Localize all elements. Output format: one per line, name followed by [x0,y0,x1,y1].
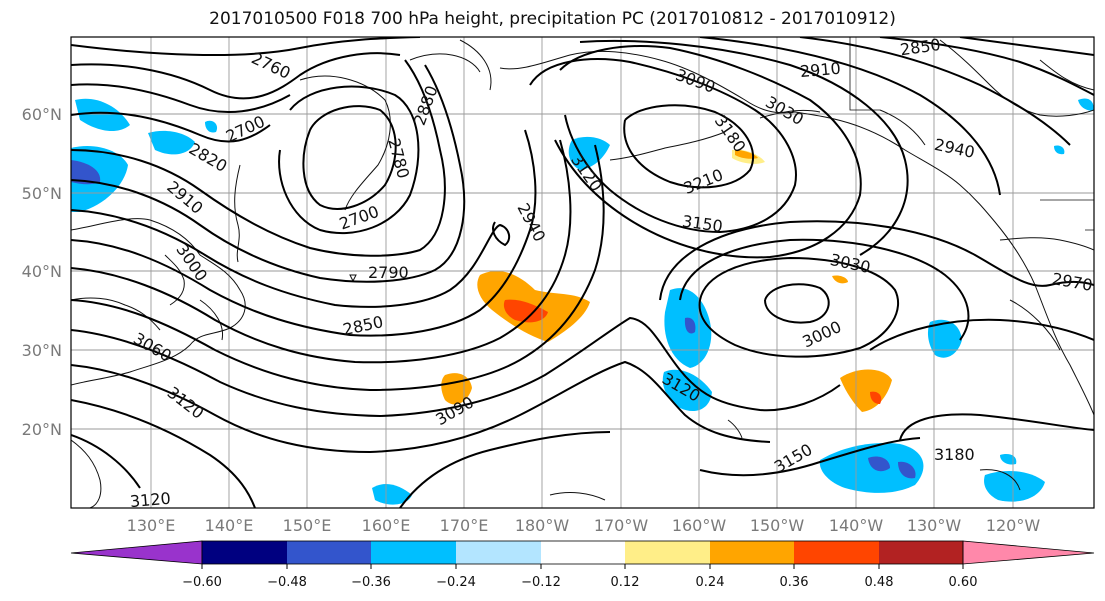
shade-neg-strong [898,461,916,479]
contour-label: 2940 [513,200,549,245]
lon-label: 130°W [907,516,962,535]
shade-neg-strong [71,160,101,185]
shade-neg [1000,454,1017,465]
contour-label: 2760 [249,48,294,82]
shade-neg [1054,145,1065,155]
height-contours [71,37,1094,508]
shade-neg [568,136,610,170]
colorbar-cell [794,541,879,564]
colorbar-cell [70,540,203,565]
contour-label: 2700 [223,112,268,146]
colorbar-tick-label: −0.12 [521,575,561,590]
shade-pos-strong [870,391,882,404]
contour-label: 2790 [368,263,409,282]
contour-label: 2700 [337,202,382,234]
lon-label: 160°W [672,516,727,535]
contour-label: 2910 [799,59,841,81]
lon-label: 170°E [440,516,489,535]
shade-neg [148,130,195,155]
borders [849,37,1094,265]
colorbar-tick-label: −0.60 [182,575,222,590]
contour-label: 2850 [899,35,942,59]
contour-label: 3120 [129,489,171,511]
colorbar-tick-label: 0.12 [611,575,640,590]
colorbar-cell [371,541,456,564]
shade-pos [832,275,848,284]
contour-label: 3180 [934,445,975,464]
lon-label: 180°W [515,516,570,535]
contour-label: 3030 [828,250,872,277]
colorbar-tick-label: 0.60 [949,575,978,590]
colorbar-cell [202,541,287,564]
contour-label: 2880 [410,83,442,128]
lon-label: 160°E [362,516,411,535]
shade-neg [927,319,962,358]
contour-label: 3150 [681,211,724,235]
lon-label: 170°W [594,516,649,535]
shade-neg [372,484,412,505]
shade-neg [1078,98,1094,111]
colorbar-tick-label: 0.36 [780,575,809,590]
shade-pos-strong [503,299,548,323]
shade-neg [205,120,218,133]
contour-label: 3030 [762,92,807,129]
contour-label: 3060 [130,329,175,366]
lat-label: 60°N [22,105,62,124]
lat-label: 30°N [22,341,62,360]
contour-label: 3000 [172,240,211,284]
colorbar-frame [201,540,964,565]
colorbar-cell [625,541,710,564]
lat-label: 20°N [22,420,62,439]
contour-label: 3150 [771,440,816,477]
lon-label: 140°E [205,516,254,535]
colorbar-tick-label: 0.24 [696,575,725,590]
contour-label: 2820 [186,139,231,176]
lat-label: 50°N [22,184,62,203]
shade-pos [840,369,892,412]
colorbar-ticks [201,564,964,569]
contour-label: 2940 [933,135,977,162]
shade-neg-strong [684,317,696,334]
colorbar: −0.60 −0.48 −0.36 −0.24 −0.12 0.12 0.24 … [70,540,1095,590]
colorbar-tick-label: 0.48 [865,575,894,590]
colorbar-tick-label: −0.48 [267,575,307,590]
shade-neg [984,470,1045,502]
lon-label: 150°W [750,516,805,535]
colorbar-cell [541,541,625,564]
shade-neg [75,98,130,132]
colorbar-cell [710,541,794,564]
shade-neg [819,442,924,493]
lon-label: 120°W [986,516,1041,535]
contour-label: 2780 [384,136,413,180]
map-frame [70,36,1095,509]
lon-label: 150°E [283,516,332,535]
contour-label: 2910 [163,177,206,218]
latitude-labels: 60°N 50°N 40°N 30°N 20°N [22,105,62,439]
lon-label: 140°W [829,516,884,535]
coastlines [71,39,1094,508]
colorbar-cell [287,541,371,564]
colorbar-tick-label: −0.36 [351,575,391,590]
lat-label: 40°N [22,262,62,281]
map-title: 2017010500 F018 700 hPa height, precipit… [209,9,896,29]
contour-label: 3120 [164,383,208,423]
lon-label: 130°E [127,516,176,535]
shade-neg [662,369,712,412]
longitude-labels: 130°E 140°E 150°E 160°E 170°E 180°W 170°… [127,516,1041,535]
colorbar-tick-label: −0.24 [436,575,476,590]
colorbar-cell [962,540,1095,565]
colorbar-cell [456,541,541,564]
contour-label: 3090 [673,65,718,97]
colorbar-cell [879,541,963,564]
shade-neg-strong [868,456,890,472]
contour-label: 2970 [1051,269,1094,295]
